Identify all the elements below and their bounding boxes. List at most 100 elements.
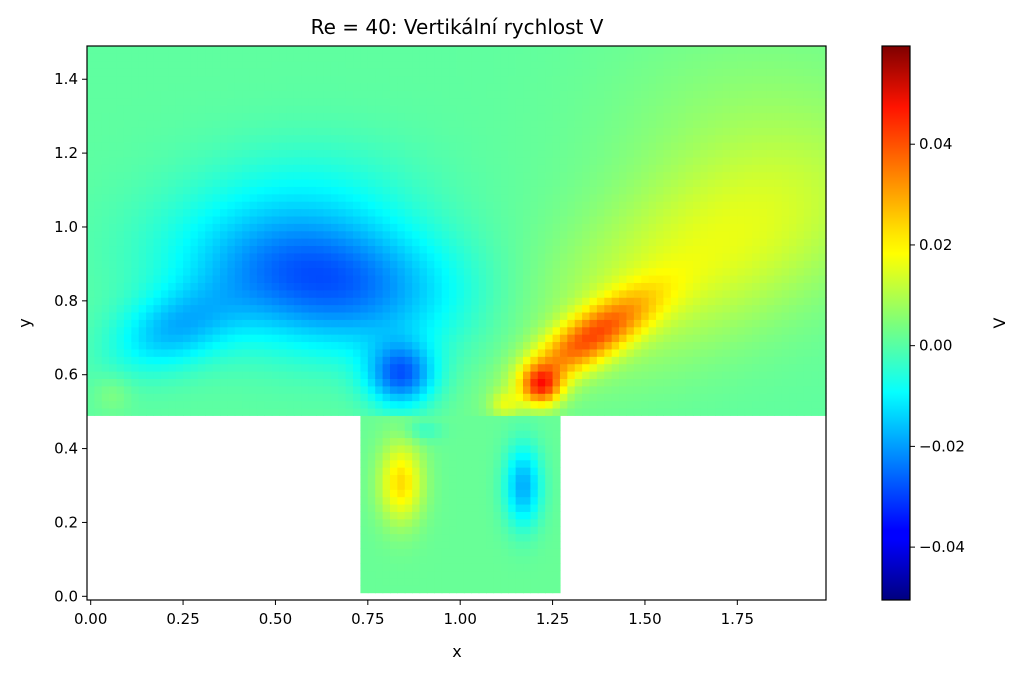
heatmap-cell bbox=[271, 156, 280, 165]
heatmap-cell bbox=[116, 90, 125, 99]
heatmap-cell bbox=[678, 230, 687, 239]
heatmap-cell bbox=[101, 282, 110, 291]
heatmap-cell bbox=[345, 193, 354, 202]
heatmap-cell bbox=[633, 90, 642, 99]
heatmap-cell bbox=[434, 208, 443, 217]
heatmap-cell bbox=[493, 208, 502, 217]
heatmap-cell bbox=[338, 274, 347, 283]
heatmap-cell bbox=[626, 319, 635, 328]
heatmap-cell bbox=[486, 215, 495, 224]
heatmap-cell bbox=[508, 97, 517, 106]
heatmap-cell bbox=[146, 164, 155, 173]
heatmap-cell bbox=[545, 407, 554, 416]
heatmap-cell bbox=[146, 326, 155, 335]
heatmap-cell bbox=[256, 371, 265, 379]
heatmap-cell bbox=[707, 245, 716, 254]
heatmap-cell bbox=[316, 178, 325, 187]
heatmap-cell bbox=[375, 577, 384, 586]
heatmap-cell bbox=[101, 267, 110, 276]
heatmap-cell bbox=[552, 193, 561, 202]
heatmap-cell bbox=[648, 282, 657, 291]
heatmap-cell bbox=[123, 171, 132, 180]
heatmap-cell bbox=[175, 348, 184, 357]
heatmap-cell bbox=[419, 105, 428, 114]
heatmap-cell bbox=[663, 97, 672, 106]
heatmap-cell bbox=[434, 326, 443, 335]
heatmap-cell bbox=[641, 319, 650, 328]
heatmap-cell bbox=[604, 341, 613, 350]
heatmap-cell bbox=[552, 164, 561, 173]
heatmap-cell bbox=[471, 282, 480, 291]
heatmap-cell bbox=[316, 378, 325, 387]
heatmap-cell bbox=[685, 400, 694, 409]
heatmap-cell bbox=[656, 252, 665, 261]
heatmap-cell bbox=[434, 503, 443, 512]
heatmap-cell bbox=[692, 164, 701, 173]
heatmap-cell bbox=[404, 430, 413, 439]
heatmap-cell bbox=[552, 46, 561, 54]
heatmap-cell bbox=[345, 348, 354, 357]
heatmap-cell bbox=[109, 245, 118, 254]
heatmap-cell bbox=[87, 223, 95, 232]
heatmap-cell bbox=[670, 267, 679, 276]
heatmap-cell bbox=[456, 378, 465, 387]
heatmap-cell bbox=[123, 97, 132, 106]
heatmap-cell bbox=[537, 60, 546, 69]
heatmap-cell bbox=[567, 289, 576, 298]
heatmap-cell bbox=[500, 422, 509, 431]
heatmap-cell bbox=[648, 171, 657, 180]
heatmap-cell bbox=[715, 282, 724, 291]
heatmap-cell bbox=[530, 82, 539, 91]
heatmap-cell bbox=[397, 356, 406, 365]
heatmap-cell bbox=[205, 267, 214, 276]
heatmap-cell bbox=[316, 334, 325, 343]
heatmap-cell bbox=[486, 577, 495, 586]
heatmap-cell bbox=[116, 334, 125, 343]
heatmap-cell bbox=[116, 348, 125, 357]
heatmap-cell bbox=[212, 371, 221, 379]
heatmap-cell bbox=[138, 289, 147, 298]
heatmap-cell bbox=[168, 378, 177, 387]
heatmap-cell bbox=[478, 149, 487, 158]
heatmap-cell bbox=[205, 193, 214, 202]
heatmap-cell bbox=[441, 46, 450, 54]
heatmap-cell bbox=[242, 348, 251, 357]
heatmap-cell bbox=[404, 348, 413, 357]
heatmap-cell bbox=[109, 371, 118, 379]
heatmap-cell bbox=[707, 341, 716, 350]
heatmap-cell bbox=[109, 68, 118, 77]
heatmap-cell bbox=[552, 75, 561, 84]
heatmap-cell bbox=[101, 348, 110, 357]
heatmap-cell bbox=[286, 245, 295, 254]
heatmap-cell bbox=[330, 319, 339, 328]
heatmap-cell bbox=[500, 68, 509, 77]
heatmap-cell bbox=[220, 304, 229, 313]
heatmap-cell bbox=[508, 208, 517, 217]
heatmap-cell bbox=[412, 585, 421, 594]
heatmap-cell bbox=[537, 53, 546, 62]
heatmap-cell bbox=[552, 585, 561, 594]
heatmap-cell bbox=[463, 585, 472, 594]
heatmap-cell bbox=[449, 430, 458, 439]
heatmap-cell bbox=[345, 252, 354, 261]
heatmap-cell bbox=[596, 311, 605, 320]
heatmap-cell bbox=[500, 555, 509, 564]
heatmap-cell bbox=[375, 430, 384, 439]
heatmap-cell bbox=[94, 68, 103, 77]
heatmap-cell bbox=[308, 297, 317, 306]
heatmap-cell bbox=[109, 134, 118, 143]
heatmap-cell bbox=[234, 90, 243, 99]
heatmap-cell bbox=[670, 171, 679, 180]
heatmap-cell bbox=[389, 75, 398, 84]
heatmap-cell bbox=[700, 142, 709, 151]
heatmap-cell bbox=[582, 68, 591, 77]
heatmap-cell bbox=[404, 304, 413, 313]
heatmap-cell bbox=[493, 489, 502, 498]
heatmap-cell bbox=[611, 326, 620, 335]
heatmap-cell bbox=[345, 363, 354, 372]
heatmap-cell bbox=[94, 201, 103, 210]
heatmap-cell bbox=[123, 149, 132, 158]
heatmap-cell bbox=[256, 363, 265, 372]
heatmap-cell bbox=[515, 533, 524, 542]
heatmap-cell bbox=[574, 260, 583, 269]
